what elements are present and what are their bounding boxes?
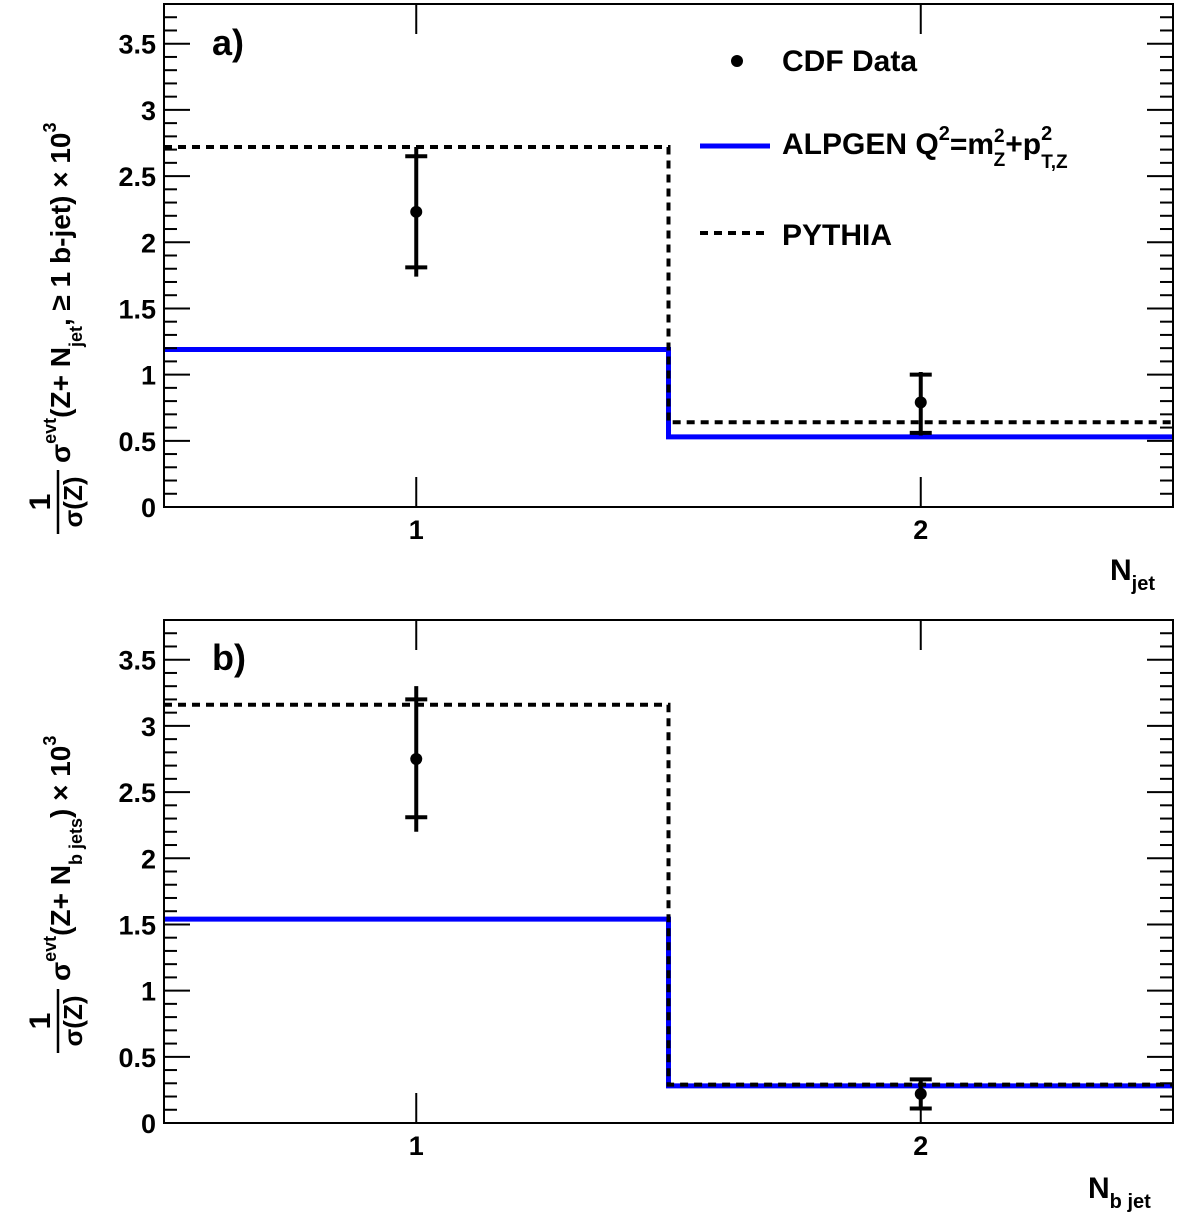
panel-a-y-tick-label: 3 [141,96,156,126]
panel-a-x-title: Njet [1110,554,1155,595]
panel-b-label: b) [212,637,246,678]
panel-a-y-tick-label: 1 [141,361,156,391]
panel-a-data-point [914,396,927,409]
panel-a-y-tick-label: 1.5 [118,294,156,324]
panel-b-y-tick-label: 2 [141,844,156,874]
panel-a-alpgen-histogram [164,346,1173,440]
panel-b-marks [164,686,1173,1124]
panel-a-y-tick-label: 3.5 [118,30,156,60]
panel-a-y-frac-num: 1 [24,494,57,511]
panel-a-y-title: 1 σ(Z) σevt(Z+ Njet, ≥ 1 b-jet) × 103 [24,122,88,534]
panel-a-x-tick-label: 1 [409,515,424,545]
panel-b-y-tick-label: 3 [141,712,156,742]
legend-alpgen-label: ALPGEN Q2=m2 Z+p2 T,Z [782,123,1068,173]
panel-b-y-tick-label: 3.5 [118,646,156,676]
panel-b-y-title: 1 σ(Z) σevt(Z+ Nb jets) × 103 [24,736,88,1053]
panel-a-y-frac-den: σ(Z) [58,477,88,528]
panel-a-y-expr: σevt(Z+ Njet, ≥ 1 b-jet) × 103 [40,122,86,463]
panel-a: 0 0.5 1 1.5 2 2.5 3 3.5 1 2 a) CDF Data ALPGEN Q2… [24,3,1174,595]
panel-b-pythia-histogram [164,702,1173,1087]
panel-b-y-tick-label: 2.5 [118,778,156,808]
panel-b-y-frac-den: σ(Z) [58,996,88,1047]
panel-b-x-tick-label: 2 [913,1131,928,1161]
panel-b-x-title: Nb jet [1088,1172,1151,1213]
legend-data-marker [731,55,743,67]
panel-a-label: a) [212,22,244,63]
panel-a-ticks: 0 0.5 1 1.5 2 2.5 3 3.5 1 2 [118,3,1173,545]
panel-b-y-frac-num: 1 [24,1013,57,1030]
panel-a-y-tick-label: 2.5 [118,162,156,192]
panel-b-y-tick-label: 1.5 [118,910,156,940]
panel-b-y-tick-label: 0 [141,1109,156,1139]
panel-a-marks [164,144,1173,508]
panel-a-y-tick-label: 0 [141,493,156,523]
legend-data-label: CDF Data [782,45,917,78]
panel-b-data-point [410,752,423,765]
panel-b-x-tick-label: 1 [409,1131,424,1161]
panel-b-ticks: 0 0.5 1 1.5 2 2.5 3 3.5 1 2 [118,619,1173,1161]
legend-pythia-label: PYTHIA [782,219,892,252]
panel-b-y-expr: σevt(Z+ Nb jets) × 103 [40,736,86,981]
legend: CDF Data ALPGEN Q2=m2 Z+p2 T,Z PYTHIA [700,45,1068,252]
panel-b-y-tick-label: 1 [141,977,156,1007]
panel-b-y-tick-label: 0.5 [118,1043,156,1073]
panel-a-x-tick-label: 2 [913,515,928,545]
panel-b: 0 0.5 1 1.5 2 2.5 3 3.5 1 2 b) Nb jet 1 σ(Z) σevt… [24,619,1174,1213]
panel-a-y-tick-label: 0.5 [118,427,156,457]
panel-a-data-point [410,205,423,218]
panel-a-y-tick-label: 2 [141,228,156,258]
